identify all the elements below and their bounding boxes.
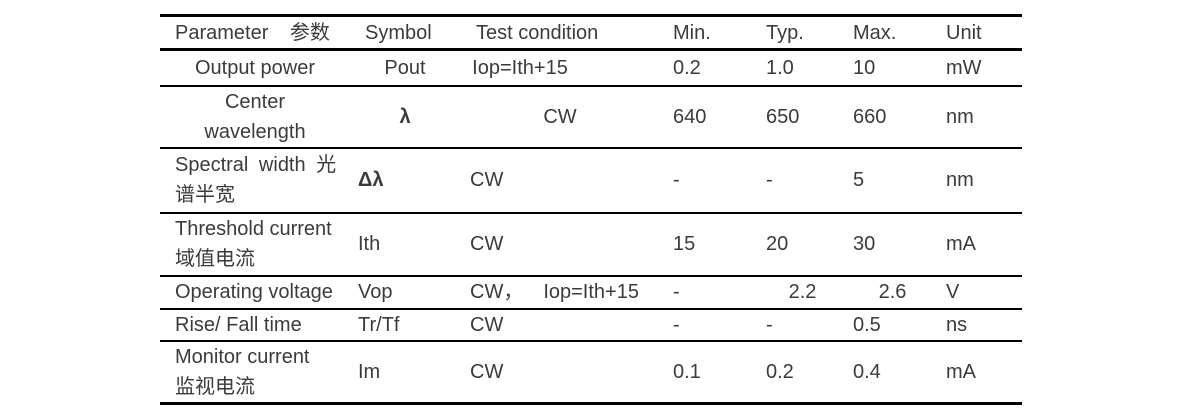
- cell-test-condition: CW: [470, 169, 504, 191]
- cell-unit: mA: [946, 360, 976, 383]
- cell-test-condition: CW: [470, 313, 504, 336]
- spec-table-container: Parameter 参数 Symbol Test condition Min. …: [160, 14, 1022, 405]
- column-header-symbol: Symbol: [365, 21, 432, 44]
- table-row-spectral-width: Spectral width 光 谱半宽 Δλ CW - - 5 nm: [160, 148, 1022, 213]
- column-header-min: Min.: [673, 21, 711, 44]
- cell-min: 0.2: [673, 56, 701, 79]
- cell-min: 640: [673, 105, 707, 128]
- cell-test-condition: CW: [543, 105, 577, 128]
- cell-symbol: λ: [399, 105, 411, 128]
- cell-symbol: Pout: [384, 56, 426, 79]
- cell-unit: nm: [946, 105, 974, 128]
- column-header-unit: Unit: [946, 21, 982, 44]
- table-row-monitor-current: Monitor current 监视电流 Im CW 0.1 0.2 0.4 m…: [160, 341, 1022, 404]
- cell-max: 0.4: [853, 360, 881, 383]
- column-header-typ: Typ.: [766, 21, 804, 44]
- cell-min: 15: [673, 233, 696, 255]
- cell-max: 5: [853, 169, 865, 191]
- cell-unit: ns: [946, 313, 968, 336]
- cell-parameter: Threshold current 域值电流: [175, 218, 332, 270]
- cell-symbol: Vop: [358, 281, 393, 303]
- cell-symbol: Im: [358, 360, 381, 383]
- cell-symbol: Δλ: [358, 169, 384, 191]
- table-row-threshold-current: Threshold current 域值电流 Ith CW 15 20 30 m…: [160, 213, 1022, 276]
- cell-min: 0.1: [673, 360, 701, 383]
- cell-typ: 1.0: [766, 56, 794, 79]
- cell-test-condition: CW: [470, 233, 504, 255]
- cell-test-condition: CW， Iop=Ith+15: [470, 281, 639, 303]
- column-header-max: Max.: [853, 21, 897, 44]
- column-header-parameter: Parameter 参数: [175, 21, 330, 44]
- cell-test-condition: CW: [470, 360, 504, 383]
- cell-parameter: Rise/ Fall time: [175, 313, 302, 336]
- table-row-operating-voltage: Operating voltage Vop CW， Iop=Ith+15 - 2…: [160, 276, 1022, 309]
- cell-typ: 2.2: [788, 281, 817, 303]
- cell-typ: -: [766, 169, 773, 191]
- table-row-center-wavelength: Center wavelength λ CW 640 650 660 nm: [160, 86, 1022, 148]
- cell-unit: mA: [946, 233, 976, 255]
- cell-typ: 650: [766, 105, 800, 128]
- cell-parameter: Output power: [194, 56, 316, 79]
- cell-unit: V: [946, 281, 960, 303]
- cell-typ: 0.2: [766, 360, 794, 383]
- cell-symbol: Ith: [358, 233, 381, 255]
- cell-typ: 20: [766, 233, 789, 255]
- cell-unit: mW: [946, 56, 982, 79]
- table-row-rise-fall-time: Rise/ Fall time Tr/Tf CW - - 0.5 ns: [160, 309, 1022, 341]
- cell-min: -: [673, 169, 680, 191]
- column-header-test-condition: Test condition: [476, 21, 599, 44]
- cell-max: 660: [853, 105, 887, 128]
- table-row-output-power: Output power Pout Iop=Ith+15 0.2 1.0 10 …: [160, 50, 1022, 86]
- cell-min: -: [673, 281, 680, 303]
- cell-test-condition: Iop=Ith+15: [472, 56, 568, 79]
- cell-typ: -: [766, 313, 773, 336]
- cell-max: 2.6: [878, 281, 907, 303]
- cell-parameter: Monitor current 监视电流: [175, 345, 310, 398]
- cell-unit: nm: [946, 169, 974, 191]
- table-header-row: Parameter 参数 Symbol Test condition Min. …: [160, 16, 1022, 50]
- cell-max: 10: [853, 56, 876, 79]
- cell-min: -: [673, 313, 680, 336]
- cell-max: 0.5: [853, 313, 881, 336]
- cell-parameter: Spectral width 光 谱半宽: [175, 154, 337, 206]
- cell-symbol: Tr/Tf: [358, 313, 400, 336]
- cell-parameter: Center wavelength: [204, 90, 306, 143]
- spec-table: Parameter 参数 Symbol Test condition Min. …: [160, 14, 1022, 405]
- cell-max: 30: [853, 233, 876, 255]
- cell-parameter: Operating voltage: [175, 281, 333, 303]
